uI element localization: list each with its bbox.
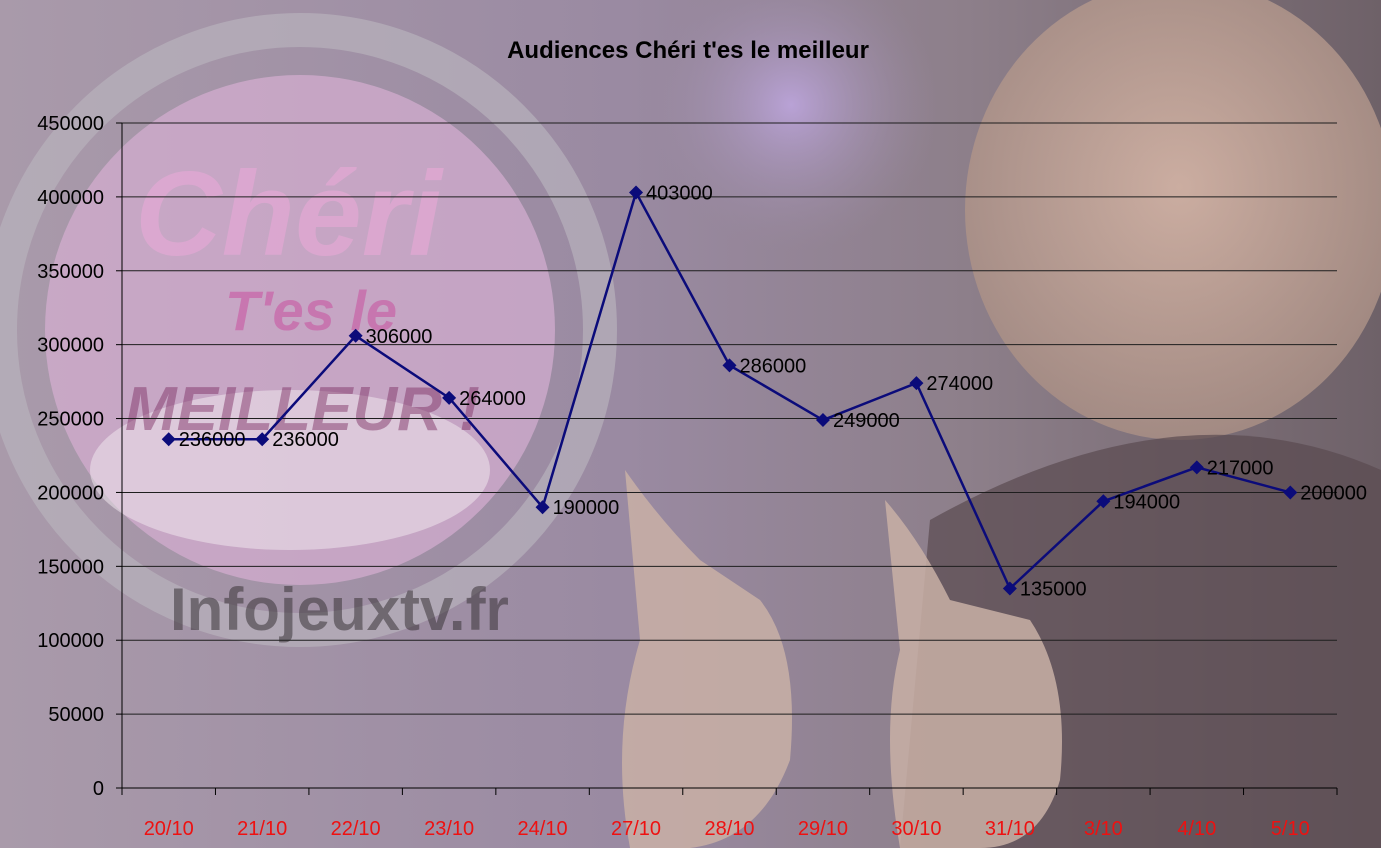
x-tick-label: 30/10 bbox=[891, 818, 941, 840]
y-tick-label: 300000 bbox=[37, 335, 104, 357]
series-markers bbox=[161, 185, 1298, 596]
data-point-marker bbox=[722, 358, 737, 373]
y-tick-label: 100000 bbox=[37, 630, 104, 652]
series-line bbox=[168, 191, 1291, 590]
data-point-marker bbox=[909, 376, 924, 391]
logo-text-line1: Chéri bbox=[135, 147, 444, 281]
x-tick-label: 27/10 bbox=[611, 818, 661, 840]
y-axis-tick-labels: 0 50000 100000 150000 200000 250000 300000 3500… bbox=[37, 113, 104, 800]
bg-hand-left bbox=[622, 470, 792, 848]
bg-host-face bbox=[965, 0, 1381, 440]
gridlines bbox=[122, 122, 1337, 715]
data-point-marker bbox=[815, 413, 830, 428]
data-label: 403000 bbox=[646, 182, 713, 204]
x-tick-label: 4/10 bbox=[1177, 818, 1216, 840]
data-label: 217000 bbox=[1207, 457, 1274, 479]
bg-logo-cloud bbox=[90, 390, 490, 550]
watermark-site: Infojeuxtv.fr bbox=[170, 576, 509, 643]
data-label: 306000 bbox=[366, 326, 433, 348]
data-label: 200000 bbox=[1300, 482, 1367, 504]
y-tick-label: 400000 bbox=[37, 187, 104, 209]
y-tick-label: 150000 bbox=[37, 556, 104, 578]
data-point-marker bbox=[161, 432, 176, 447]
data-point-marker bbox=[442, 390, 457, 405]
x-tick-label: 5/10 bbox=[1271, 818, 1310, 840]
data-label: 236000 bbox=[272, 429, 339, 451]
y-tick-label: 350000 bbox=[37, 261, 104, 283]
data-point-marker bbox=[348, 328, 363, 343]
data-label: 190000 bbox=[553, 497, 620, 519]
data-point-marker bbox=[535, 500, 550, 515]
chart-title: Audiences Chéri t'es le meilleur bbox=[507, 37, 869, 64]
data-point-marker bbox=[629, 185, 644, 200]
x-tick-label: 21/10 bbox=[237, 818, 287, 840]
data-point-marker bbox=[1283, 485, 1298, 500]
bg-hand-right bbox=[885, 500, 1062, 848]
data-labels: 236000 236000 306000 264000 190000 403000 2860… bbox=[179, 182, 1367, 600]
bg-logo-ring-outer bbox=[0, 13, 617, 647]
x-tick-label: 28/10 bbox=[704, 818, 754, 840]
y-tick-label: 200000 bbox=[37, 482, 104, 504]
data-label: 135000 bbox=[1020, 579, 1087, 601]
y-tick-label: 0 bbox=[93, 778, 104, 800]
axes bbox=[116, 122, 1338, 795]
logo-text-line3: MEILLEUR ! bbox=[125, 375, 480, 444]
data-label: 194000 bbox=[1113, 491, 1180, 513]
logo-text-line2: T'es le bbox=[225, 279, 397, 342]
series-line-path bbox=[168, 191, 1291, 590]
x-tick-label: 23/10 bbox=[424, 818, 474, 840]
data-point-marker bbox=[1096, 494, 1111, 509]
y-tick-label: 250000 bbox=[37, 409, 104, 431]
data-point-marker bbox=[1002, 581, 1017, 596]
x-tick-label: 3/10 bbox=[1084, 818, 1123, 840]
data-point-marker bbox=[1189, 460, 1204, 475]
x-tick-label: 29/10 bbox=[798, 818, 848, 840]
x-tick-label: 24/10 bbox=[518, 818, 568, 840]
x-axis-tick-labels: 20/10 21/10 22/10 23/10 24/10 27/10 28/10 29/10… bbox=[144, 818, 1310, 840]
x-tick-label: 31/10 bbox=[985, 818, 1035, 840]
x-tick-label: 22/10 bbox=[331, 818, 381, 840]
data-label: 286000 bbox=[740, 355, 807, 377]
data-label: 264000 bbox=[459, 388, 526, 410]
y-tick-label: 50000 bbox=[48, 704, 104, 726]
x-tick-label: 20/10 bbox=[144, 818, 194, 840]
data-label: 249000 bbox=[833, 410, 900, 432]
y-tick-label: 450000 bbox=[37, 113, 104, 135]
data-point-marker bbox=[255, 432, 270, 447]
data-label: 236000 bbox=[179, 429, 246, 451]
data-label: 274000 bbox=[926, 373, 993, 395]
